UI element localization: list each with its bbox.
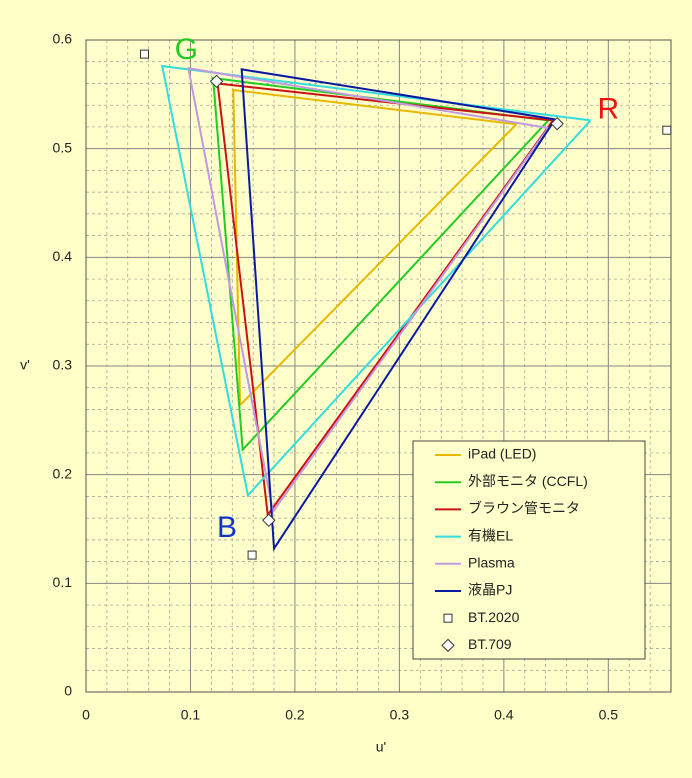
- y-tick-label: 0.5: [53, 139, 73, 155]
- x-tick-label: 0.4: [494, 707, 514, 723]
- legend-label: 液晶PJ: [468, 582, 512, 598]
- marker: [662, 125, 672, 135]
- y-tick-label: 0.6: [53, 31, 73, 47]
- x-tick-label: 0.5: [599, 707, 619, 723]
- marker: [209, 74, 224, 89]
- y-tick-label: 0: [64, 683, 72, 699]
- marker: [441, 638, 455, 653]
- marker: [262, 513, 276, 528]
- series-line: [240, 68, 556, 552]
- y-tick-label: 0.2: [53, 465, 73, 481]
- y-tick-label: 0.1: [53, 574, 73, 590]
- legend-label: ブラウン管モニタ: [468, 500, 580, 516]
- x-axis-label: u': [376, 739, 386, 755]
- marker: [247, 550, 257, 560]
- legend-label: iPad (LED): [468, 446, 536, 462]
- annotation: B: [217, 511, 237, 544]
- annotation: G: [175, 33, 198, 66]
- x-tick-label: 0.1: [181, 707, 201, 723]
- marker: [140, 49, 149, 59]
- legend-label: 外部モニタ (CCFL): [468, 473, 588, 489]
- x-tick-label: 0: [82, 707, 90, 723]
- legend-label: 有機EL: [468, 527, 513, 543]
- plot-border: [85, 39, 672, 693]
- legend-label: BT.2020: [468, 609, 520, 625]
- annotation: R: [597, 93, 619, 126]
- series-line: [187, 67, 550, 515]
- marker: [550, 116, 564, 131]
- legend-label: Plasma: [468, 555, 515, 571]
- marker: [443, 613, 453, 623]
- legend-label: BT.709: [468, 636, 512, 652]
- y-axis-label: v': [20, 357, 30, 373]
- x-tick-label: 0.3: [390, 707, 410, 723]
- y-tick-label: 0.4: [53, 248, 73, 264]
- x-tick-label: 0.2: [285, 707, 305, 723]
- y-tick-label: 0.3: [53, 357, 73, 373]
